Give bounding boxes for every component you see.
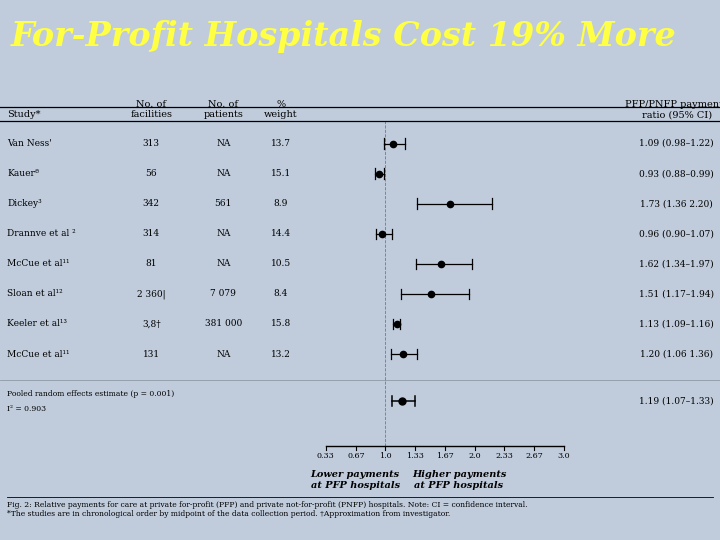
Text: Higher payments
at PFP hospitals: Higher payments at PFP hospitals <box>412 470 506 490</box>
Text: Fig. 2: Relative payments for care at private for-profit (PFP) and private not-f: Fig. 2: Relative payments for care at pr… <box>7 501 528 518</box>
Text: For-Profit Hospitals Cost 19% More: For-Profit Hospitals Cost 19% More <box>11 20 677 53</box>
Text: Van Ness': Van Ness' <box>7 139 52 148</box>
Text: 0.33: 0.33 <box>317 451 335 460</box>
Text: 2.33: 2.33 <box>495 451 513 460</box>
Text: 1.13 (1.09–1.16): 1.13 (1.09–1.16) <box>639 320 714 328</box>
Text: 3.0: 3.0 <box>557 451 570 460</box>
Text: 1.51 (1.17–1.94): 1.51 (1.17–1.94) <box>639 289 714 299</box>
Text: Pooled random effects estimate (p = 0.001): Pooled random effects estimate (p = 0.00… <box>7 390 174 398</box>
Text: 1.20 (1.06 1.36): 1.20 (1.06 1.36) <box>640 349 714 359</box>
Text: NA: NA <box>216 169 230 178</box>
Text: %
weight: % weight <box>264 100 297 119</box>
Text: 1.09 (0.98–1.22): 1.09 (0.98–1.22) <box>639 139 714 148</box>
Text: Dickey³: Dickey³ <box>7 199 42 208</box>
Text: 313: 313 <box>143 139 160 148</box>
Text: 15.1: 15.1 <box>271 169 291 178</box>
Text: Drannve et al ²: Drannve et al ² <box>7 230 76 238</box>
Text: 14.4: 14.4 <box>271 230 291 238</box>
Text: 7 079: 7 079 <box>210 289 236 299</box>
Text: NA: NA <box>216 259 230 268</box>
Text: Sloan et al¹²: Sloan et al¹² <box>7 289 63 299</box>
Text: 2.0: 2.0 <box>468 451 481 460</box>
Text: 10.5: 10.5 <box>271 259 291 268</box>
Text: 2 360|: 2 360| <box>137 289 166 299</box>
Text: Kauerª: Kauerª <box>7 169 40 178</box>
Text: 1.33: 1.33 <box>406 451 424 460</box>
Text: McCue et al¹¹: McCue et al¹¹ <box>7 349 70 359</box>
Text: 8.4: 8.4 <box>274 289 288 299</box>
Text: 3,8†: 3,8† <box>142 320 161 328</box>
Text: Keeler et al¹³: Keeler et al¹³ <box>7 320 67 328</box>
Text: Study*: Study* <box>7 110 41 119</box>
Text: 13.2: 13.2 <box>271 349 291 359</box>
Text: 561: 561 <box>215 199 232 208</box>
Text: 0.96 (0.90–1.07): 0.96 (0.90–1.07) <box>639 230 714 238</box>
Text: 1.73 (1.36 2.20): 1.73 (1.36 2.20) <box>640 199 714 208</box>
Text: 56: 56 <box>145 169 157 178</box>
Text: 0.67: 0.67 <box>347 451 365 460</box>
Text: Lower payments
at PFP hospitals: Lower payments at PFP hospitals <box>310 470 400 490</box>
Text: I² = 0.903: I² = 0.903 <box>7 405 46 413</box>
Text: 2.67: 2.67 <box>526 451 543 460</box>
Text: 1.0: 1.0 <box>379 451 392 460</box>
Text: No. of
facilities: No. of facilities <box>130 100 172 119</box>
Text: PFP/PNFP payments
ratio (95% CI): PFP/PNFP payments ratio (95% CI) <box>626 100 720 119</box>
Text: 314: 314 <box>143 230 160 238</box>
Text: No. of
patients: No. of patients <box>203 100 243 119</box>
Text: 0.93 (0.88–0.99): 0.93 (0.88–0.99) <box>639 169 714 178</box>
Text: 81: 81 <box>145 259 157 268</box>
Text: 15.8: 15.8 <box>271 320 291 328</box>
Text: 13.7: 13.7 <box>271 139 291 148</box>
Text: NA: NA <box>216 349 230 359</box>
Text: 1.19 (1.07–1.33): 1.19 (1.07–1.33) <box>639 397 714 406</box>
Text: 1.62 (1.34–1.97): 1.62 (1.34–1.97) <box>639 259 714 268</box>
Text: 1.67: 1.67 <box>436 451 454 460</box>
Text: McCue et al¹¹: McCue et al¹¹ <box>7 259 70 268</box>
Text: 8.9: 8.9 <box>274 199 288 208</box>
Text: 381 000: 381 000 <box>204 320 242 328</box>
Text: NA: NA <box>216 230 230 238</box>
Text: 131: 131 <box>143 349 160 359</box>
Text: 342: 342 <box>143 199 160 208</box>
Text: NA: NA <box>216 139 230 148</box>
